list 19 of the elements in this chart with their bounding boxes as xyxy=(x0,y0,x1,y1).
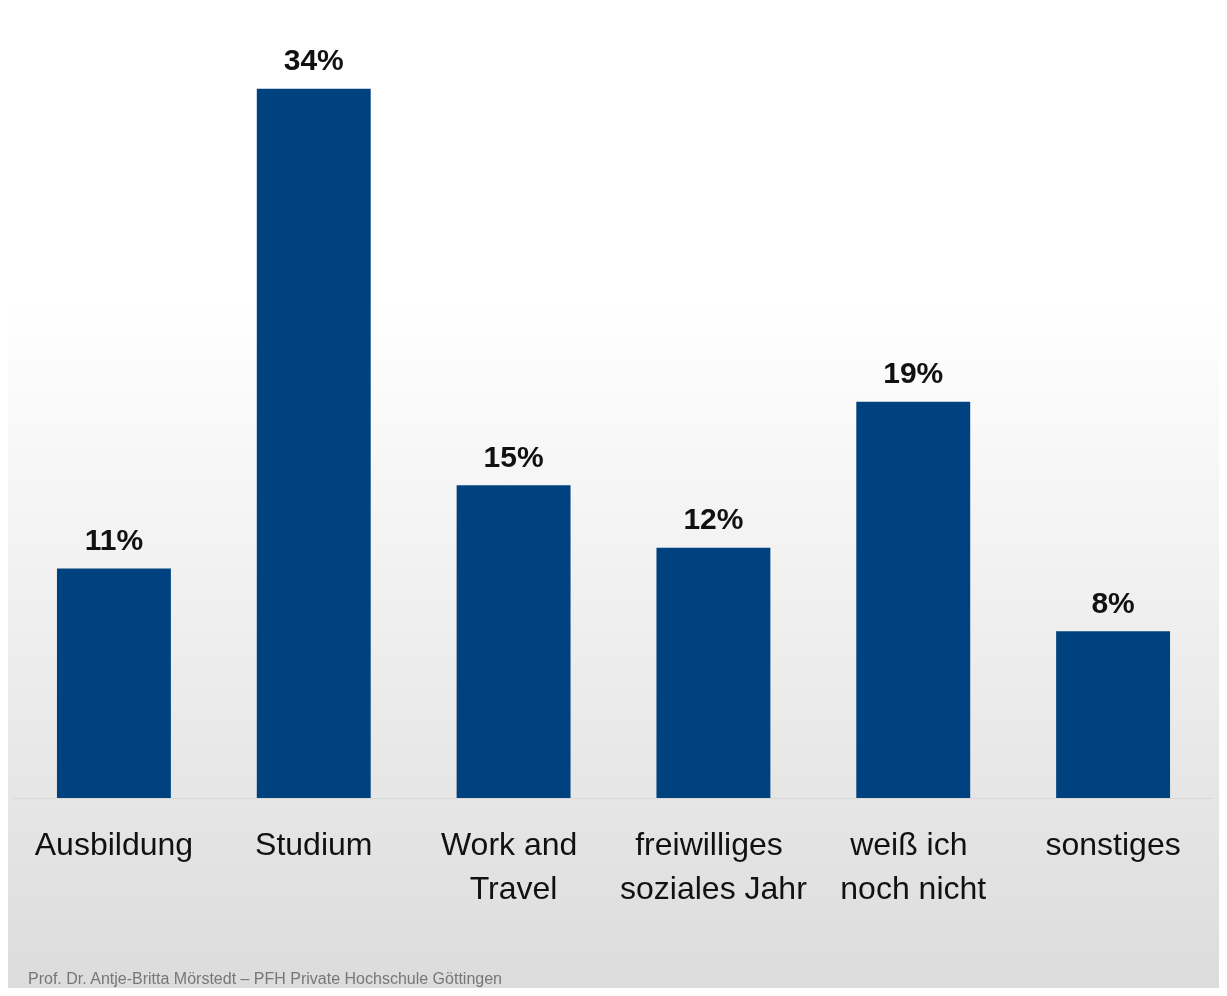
bar xyxy=(856,401,971,798)
data-label: 11% xyxy=(84,523,144,557)
x-tick-label: Ausbildung xyxy=(34,826,194,862)
text: Prof. Dr. Antje-Britta Mörstedt – PFH Private Hochschule Göttingen xyxy=(28,969,502,987)
x-tick-label: sonstiges xyxy=(1045,826,1181,862)
x-tick-label: Studium xyxy=(255,826,373,862)
data-label: 19% xyxy=(883,356,944,390)
data-label: 34% xyxy=(283,43,344,77)
bar xyxy=(1056,631,1171,798)
bar xyxy=(456,485,571,798)
bar xyxy=(656,547,771,798)
x-tick-label: freiwilliges soziales Jahr xyxy=(620,826,808,906)
bar xyxy=(256,88,371,798)
data-label: 8% xyxy=(1091,585,1135,619)
x-tick-label: weiß ich noch nicht xyxy=(840,826,987,906)
bar xyxy=(56,568,171,798)
data-label: 15% xyxy=(483,439,544,473)
data-label: 12% xyxy=(683,502,744,536)
x-tick-label: Work and Travel xyxy=(440,826,587,906)
